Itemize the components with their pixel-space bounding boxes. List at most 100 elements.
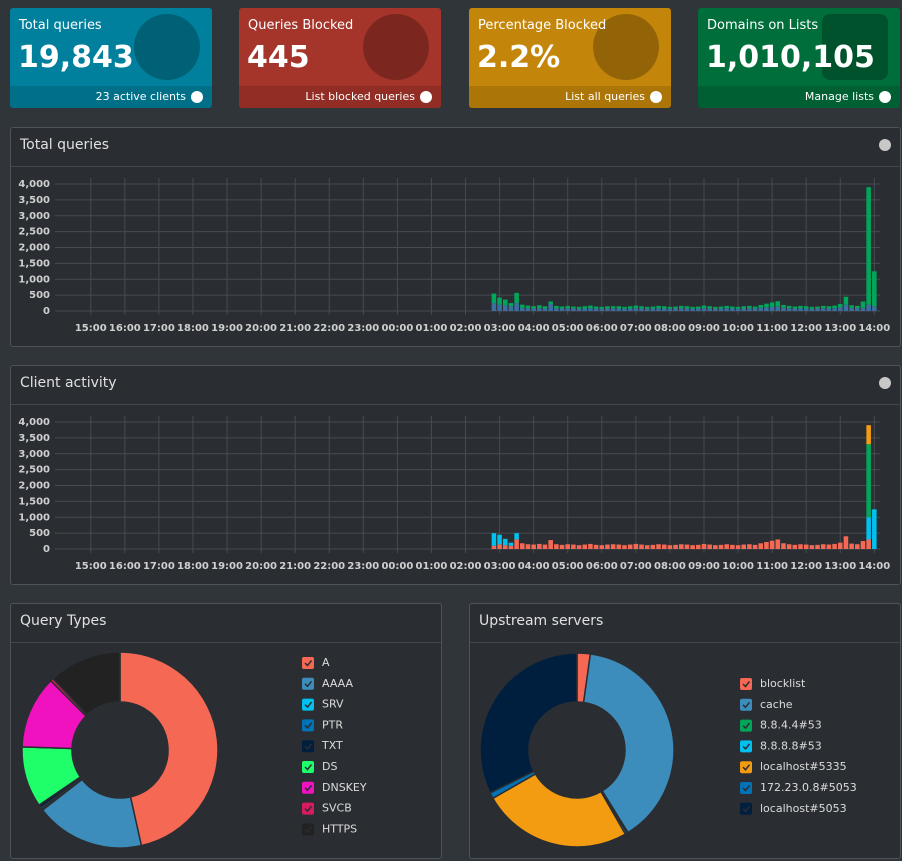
bar [610,306,616,309]
bar [582,308,588,311]
bar [866,304,871,311]
bar [559,306,565,309]
info-icon[interactable] [879,377,891,389]
bar [872,306,877,311]
stat-box[interactable]: Percentage Blocked 2.2% List all queries [469,8,671,108]
stat-label: Queries Blocked [248,18,354,33]
bar [582,306,588,309]
bar [735,308,741,311]
bar [752,544,758,549]
bar [792,308,798,311]
bar [718,544,724,549]
stat-box[interactable]: Domains on Lists 1,010,105 Manage lists [698,8,900,108]
bar [627,308,633,311]
bar [514,539,519,549]
stat-label: Domains on Lists [707,18,819,33]
stat-box[interactable]: Total queries 19,843 23 active clients [10,8,212,108]
bar [724,308,729,311]
bar [656,544,661,549]
bar [747,544,752,549]
bar [622,306,627,309]
stat-link[interactable]: 23 active clients [10,86,212,108]
x-tick-label: 16:00 [109,323,141,334]
bar [718,308,724,311]
bar [707,308,712,311]
bar [758,543,764,549]
bar [639,308,644,311]
x-tick-label: 07:00 [620,323,652,334]
bar [826,306,832,309]
bar [508,306,514,311]
bar [508,545,514,549]
x-tick-label: 05:00 [552,323,584,334]
stat-link[interactable]: List all queries [469,86,671,108]
x-tick-label: 22:00 [313,561,345,572]
bar [661,544,667,549]
bar [542,308,548,311]
legend-swatch [302,698,314,711]
bar [849,307,854,311]
bar [644,308,650,311]
bar [616,306,622,309]
info-icon[interactable] [879,139,891,151]
bar [502,545,508,549]
bar [491,545,497,549]
stat-link[interactable]: Manage lists [698,86,900,108]
bar [497,544,502,549]
panel-title: Client activity [20,375,117,391]
legend-label: blocklist [760,677,806,690]
bar [491,533,497,546]
bar [548,301,553,305]
bar [520,307,525,311]
y-tick-label: 0 [43,544,50,555]
bar [593,308,599,311]
bar [764,303,769,308]
bar [520,304,525,308]
bar [769,540,775,549]
bar [701,305,707,309]
bar [775,539,781,549]
bar [576,545,582,549]
stat-value: 445 [247,40,310,75]
bar [832,543,837,549]
stat-value: 1,010,105 [706,40,875,75]
bar [571,544,576,549]
x-tick-label: 19:00 [211,323,243,334]
stat-link[interactable]: List blocked queries [239,86,441,108]
x-tick-label: 10:00 [722,561,754,572]
y-tick-label: 4,000 [18,417,50,428]
legend-check [304,743,313,750]
bar [667,545,673,549]
bar [661,306,667,309]
bar [627,306,633,309]
bar [707,306,712,309]
bar [741,306,747,309]
bar [622,545,627,549]
bar [679,544,684,549]
y-tick-label: 2,500 [18,227,50,238]
bar [730,306,735,309]
bar [565,305,570,309]
bar [537,308,542,311]
bar [599,545,605,549]
stat-box[interactable]: Queries Blocked 445 List blocked queries [239,8,441,108]
bar [696,544,701,549]
y-tick-label: 1,500 [18,258,50,269]
y-tick-label: 1,500 [18,496,50,507]
bar [747,305,752,309]
bar [837,304,843,308]
bar [616,308,622,311]
bar [571,308,576,311]
legend-swatch [740,678,752,690]
legend-swatch [740,782,752,794]
arrow-icon [420,91,432,103]
legend-swatch [302,657,314,669]
bar [786,308,792,311]
bar [667,306,673,309]
legend-check [742,805,751,813]
legend-check [742,785,751,792]
bar [713,306,718,309]
panel-header [11,366,900,405]
panel-header [11,128,900,167]
legend-label: cache [760,698,793,711]
